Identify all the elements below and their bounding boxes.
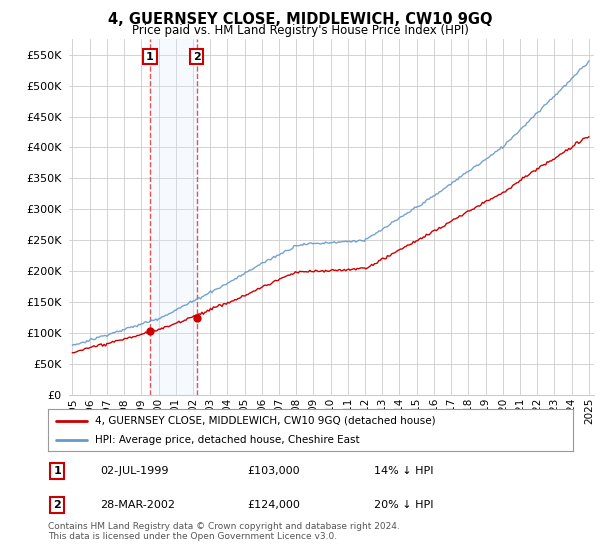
Text: 4, GUERNSEY CLOSE, MIDDLEWICH, CW10 9GQ: 4, GUERNSEY CLOSE, MIDDLEWICH, CW10 9GQ xyxy=(108,12,492,27)
Text: 28-MAR-2002: 28-MAR-2002 xyxy=(101,500,176,510)
Text: 20% ↓ HPI: 20% ↓ HPI xyxy=(373,500,433,510)
Text: Price paid vs. HM Land Registry's House Price Index (HPI): Price paid vs. HM Land Registry's House … xyxy=(131,24,469,36)
Text: 2: 2 xyxy=(193,52,200,62)
Text: 4, GUERNSEY CLOSE, MIDDLEWICH, CW10 9GQ (detached house): 4, GUERNSEY CLOSE, MIDDLEWICH, CW10 9GQ … xyxy=(95,416,436,426)
Text: 2: 2 xyxy=(53,500,61,510)
Text: £124,000: £124,000 xyxy=(248,500,301,510)
Text: HPI: Average price, detached house, Cheshire East: HPI: Average price, detached house, Ches… xyxy=(95,435,360,445)
Bar xyxy=(150,39,197,395)
Text: 14% ↓ HPI: 14% ↓ HPI xyxy=(373,466,433,476)
Text: 1: 1 xyxy=(53,466,61,476)
Text: 1: 1 xyxy=(146,52,154,62)
Text: Contains HM Land Registry data © Crown copyright and database right 2024.
This d: Contains HM Land Registry data © Crown c… xyxy=(48,522,400,542)
Text: 02-JUL-1999: 02-JUL-1999 xyxy=(101,466,169,476)
Text: £103,000: £103,000 xyxy=(248,466,300,476)
